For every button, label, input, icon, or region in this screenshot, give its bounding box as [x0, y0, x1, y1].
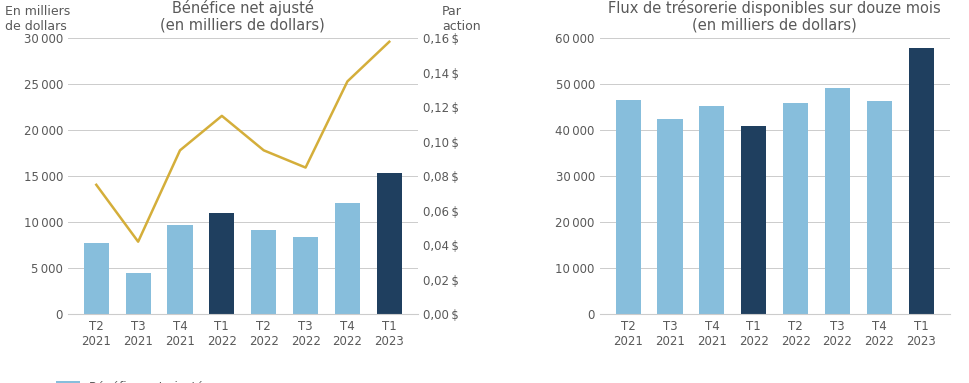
Title: Bénéfice net ajusté
(en milliers de dollars): Bénéfice net ajusté (en milliers de doll… [161, 0, 326, 33]
Bar [657, 119, 682, 314]
Bar [209, 213, 234, 314]
Bar [335, 203, 360, 314]
Legend: Bénéfice net ajusté, Bénéfice net ajusté de base par action: Bénéfice net ajusté, Bénéfice net ajusté… [56, 381, 318, 383]
Text: En milliers
de dollars: En milliers de dollars [5, 5, 70, 33]
Bar [293, 237, 318, 314]
Bar [168, 225, 193, 314]
Bar [615, 100, 641, 314]
Bar [866, 101, 891, 314]
Bar [700, 106, 725, 314]
Bar [909, 48, 934, 314]
Text: Par
action: Par action [442, 5, 481, 33]
Bar [783, 103, 808, 314]
Bar [377, 173, 402, 314]
Bar [251, 231, 276, 314]
Bar [126, 273, 151, 314]
Title: Flux de trésorerie disponibles sur douze mois
(en milliers de dollars): Flux de trésorerie disponibles sur douze… [609, 0, 941, 33]
Bar [83, 243, 109, 314]
Bar [825, 88, 850, 314]
Bar [741, 126, 766, 314]
